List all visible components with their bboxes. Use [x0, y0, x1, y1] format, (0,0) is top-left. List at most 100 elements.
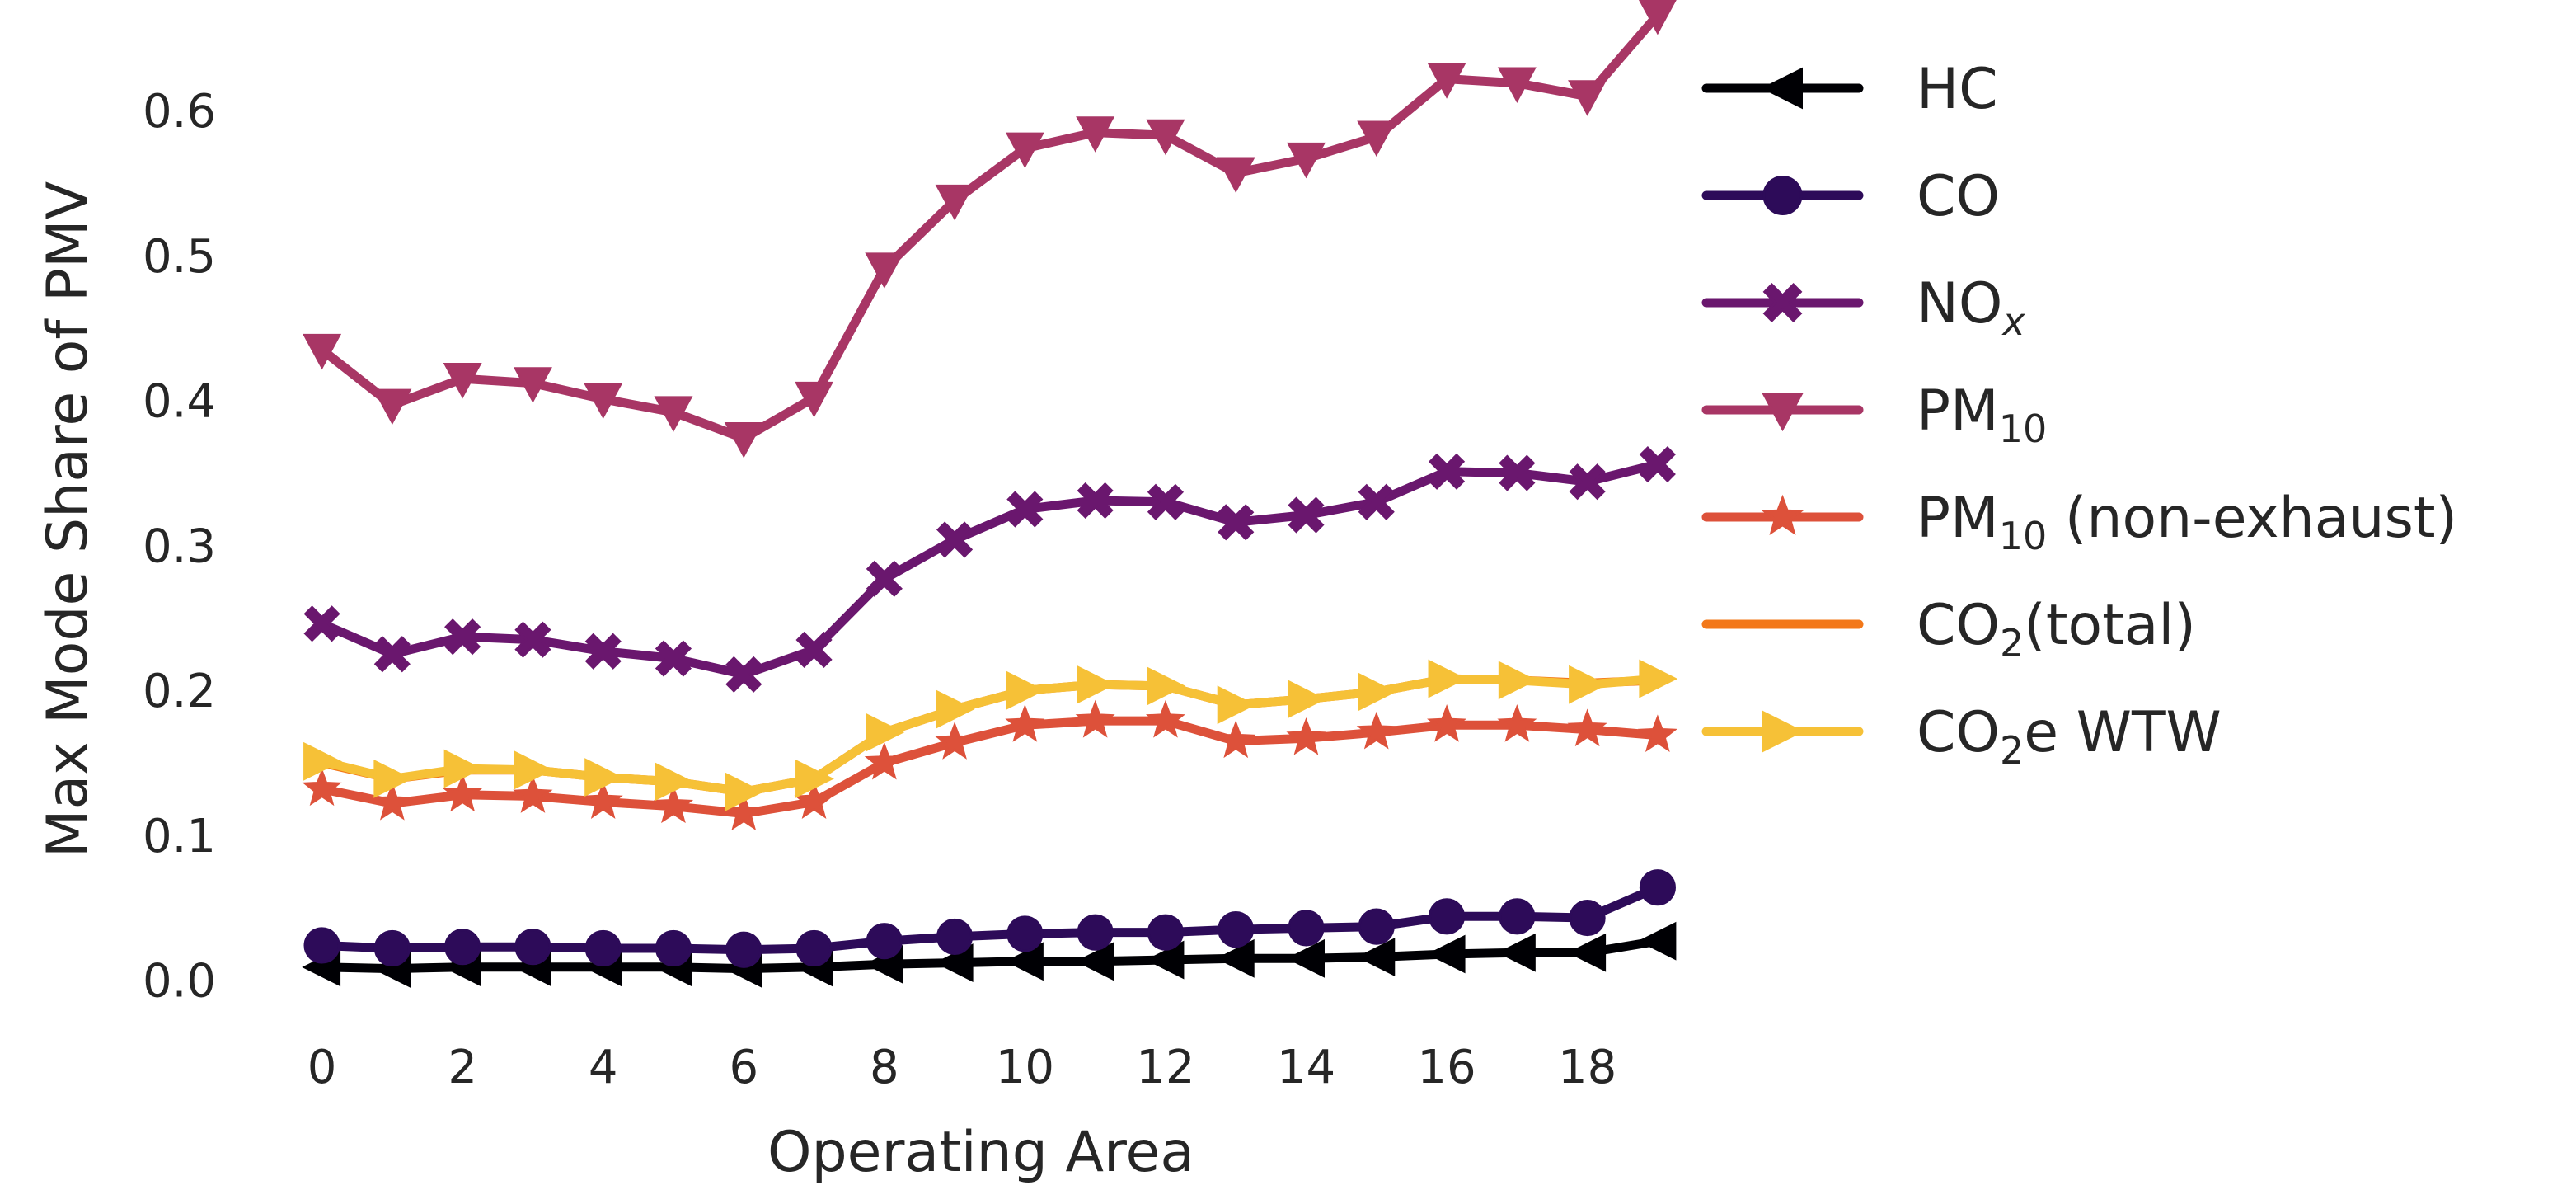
x-tick-label: 8: [870, 1041, 899, 1094]
data-point: [1428, 898, 1466, 935]
data-point: [1145, 940, 1185, 980]
data-point: [1218, 504, 1255, 541]
legend-item: CO2e WTW: [1701, 700, 2222, 773]
data-point: [1428, 453, 1466, 490]
data-point: [1286, 938, 1325, 978]
data-point: [303, 741, 342, 781]
data-point: [1638, 0, 1677, 35]
y-axis-label: Max Mode Share of PMV: [35, 181, 101, 858]
data-point: [936, 689, 975, 729]
data-point: [303, 927, 340, 964]
data-point: [1639, 869, 1676, 906]
data-point: [794, 781, 834, 819]
data-point: [1076, 116, 1115, 153]
data-point: [373, 759, 413, 798]
data-point: [514, 621, 551, 658]
legend-item: PM10: [1701, 379, 2047, 451]
data-point: [513, 775, 553, 813]
data-point: [1146, 119, 1185, 156]
legend-label-subscript: 2: [2000, 728, 2024, 773]
data-point: [655, 762, 694, 802]
legend-marker: [1762, 282, 1803, 323]
data-point: [1637, 714, 1677, 753]
legend-label: PM10: [1917, 379, 2047, 451]
data-point: [1006, 670, 1045, 710]
data-point: [1358, 908, 1395, 945]
data-point: [1499, 454, 1536, 491]
legend-label-main: PM: [1917, 486, 1999, 551]
legend-label: CO: [1917, 164, 2000, 229]
data-point: [1077, 914, 1114, 951]
legend-label-subscript: x: [2001, 299, 2025, 344]
data-point: [1286, 717, 1326, 755]
legend-item: HC: [1701, 57, 1998, 122]
legend-item: CO2(total): [1701, 593, 2196, 665]
data-point: [1497, 67, 1537, 103]
y-tick-label: 0.1: [143, 810, 216, 863]
data-point: [1569, 899, 1606, 937]
legend-label-main: PM: [1917, 379, 1999, 444]
data-point: [1075, 699, 1115, 738]
data-point: [1287, 680, 1326, 719]
legend-label-subscript: 2: [2000, 621, 2024, 665]
data-point: [1218, 911, 1255, 948]
data-point: [514, 750, 553, 790]
data-point: [1216, 157, 1255, 193]
data-point: [1567, 708, 1607, 747]
data-point: [373, 388, 412, 426]
data-point: [1005, 704, 1045, 742]
data-point: [1569, 463, 1606, 501]
data-point: [795, 759, 834, 798]
legend-label: CO2e WTW: [1917, 700, 2222, 773]
data-point: [1288, 910, 1325, 947]
data-point: [935, 184, 974, 221]
data-point: [655, 640, 692, 677]
data-point: [1217, 685, 1256, 725]
y-tick-label: 0.3: [143, 520, 216, 573]
legend-marker: [1761, 494, 1804, 536]
legend-marker: [1761, 392, 1804, 432]
data-point: [444, 618, 481, 656]
legend-label: NOx: [1917, 271, 2025, 344]
y-axis-ticks: 0.0 0.1 0.2 0.3 0.4 0.5 0.6: [143, 85, 216, 1008]
legend-label-suffix: e WTW: [2024, 700, 2221, 765]
data-point: [1427, 703, 1467, 742]
plot-area: [302, 0, 1678, 989]
series-pm10-non-exhaust-: [302, 699, 1677, 830]
data-point: [302, 768, 342, 807]
data-point: [1147, 914, 1185, 951]
data-point: [513, 367, 552, 403]
x-tick-label: 14: [1277, 1041, 1335, 1094]
data-point: [936, 918, 974, 955]
data-point: [1145, 699, 1185, 738]
data-point: [1005, 942, 1044, 981]
data-point: [1006, 491, 1044, 528]
data-point: [1075, 942, 1114, 981]
x-tick-label: 18: [1558, 1041, 1616, 1094]
legend-label-suffix: (total): [2024, 593, 2196, 658]
data-point: [724, 422, 763, 459]
legend-label: CO2(total): [1917, 593, 2196, 665]
legend-label-subscript: 10: [1999, 407, 2048, 451]
data-point: [1428, 659, 1467, 698]
data-point: [864, 741, 904, 780]
data-point: [654, 396, 693, 432]
x-tick-label: 0: [307, 1041, 337, 1094]
y-tick-label: 0.6: [143, 85, 216, 139]
data-point: [936, 521, 974, 558]
y-tick-label: 0.4: [143, 375, 216, 429]
data-point: [1568, 80, 1607, 116]
legend-label: PM10 (non-exhaust): [1917, 486, 2457, 558]
data-point: [1356, 938, 1396, 976]
data-point: [653, 785, 694, 824]
data-point: [1358, 483, 1395, 520]
data-point: [373, 636, 411, 673]
data-point: [1215, 938, 1255, 978]
legend-label-main: NO: [1917, 271, 2002, 336]
data-point: [443, 749, 483, 788]
legend-label-subscript: 10: [1999, 514, 2048, 558]
data-point: [1147, 483, 1185, 520]
y-tick-label: 0.0: [143, 955, 216, 1009]
legend-label: HC: [1917, 57, 1998, 122]
